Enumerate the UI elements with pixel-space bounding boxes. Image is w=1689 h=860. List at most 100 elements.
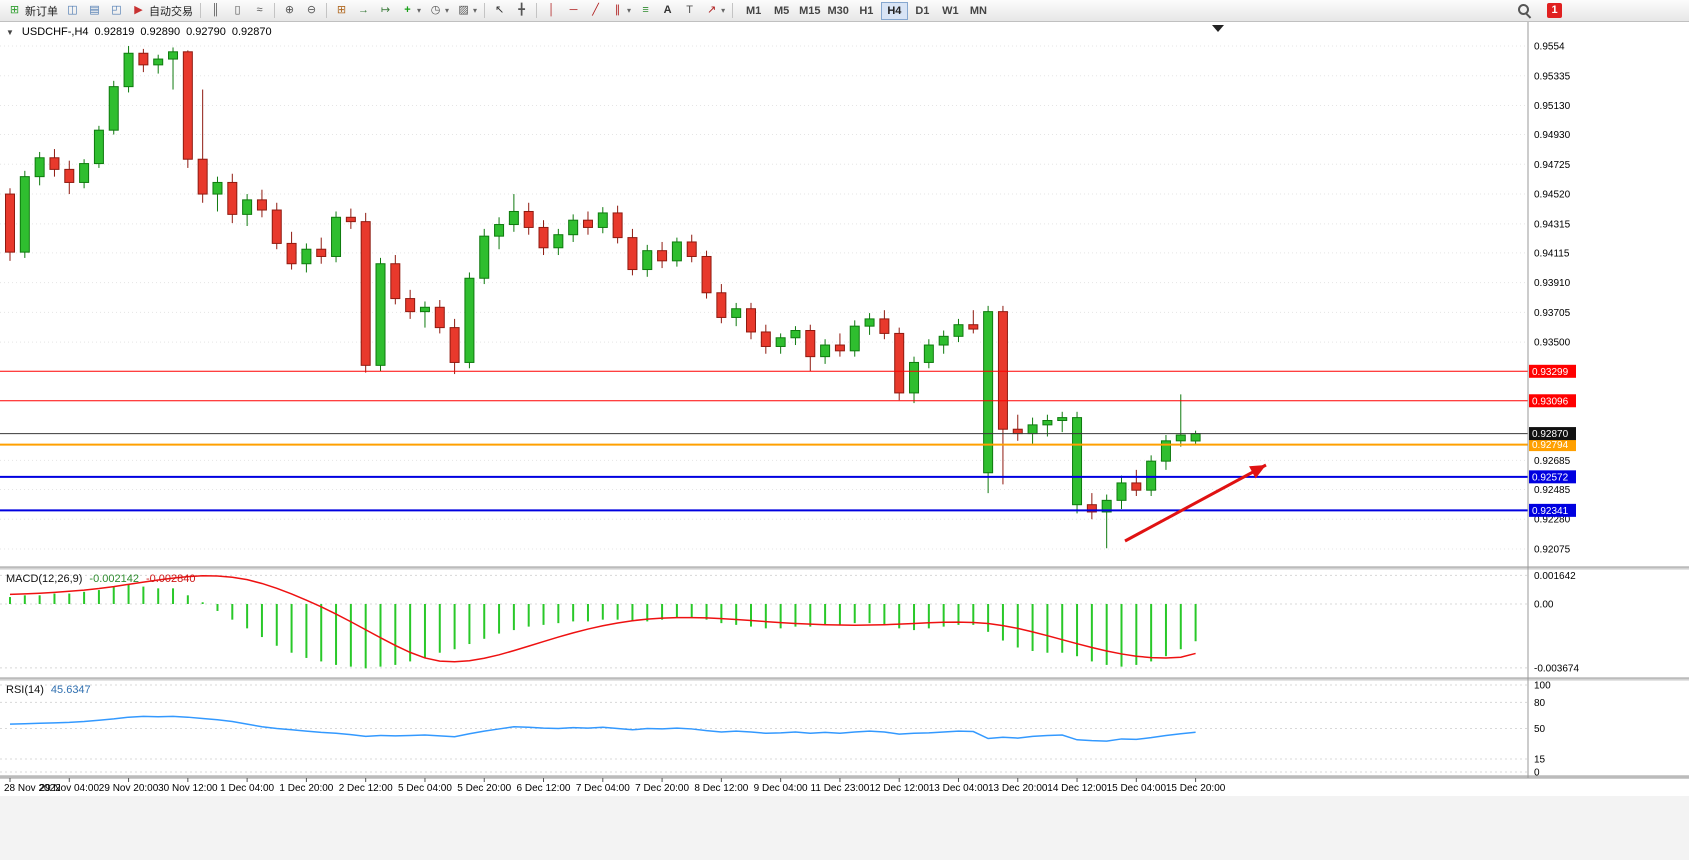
svg-text:5 Dec 04:00: 5 Dec 04:00 xyxy=(398,783,452,794)
svg-text:0.001642: 0.001642 xyxy=(1534,571,1576,582)
chart-title: ▼ USDCHF-,H4 0.92819 0.92890 0.92790 0.9… xyxy=(6,26,272,38)
horizontal-line-icon: ─ xyxy=(569,4,578,16)
timeframe-m15-button[interactable]: M15 xyxy=(799,4,821,17)
timeframe-h1-button[interactable]: H1 xyxy=(859,4,874,17)
svg-text:6 Dec 12:00: 6 Dec 12:00 xyxy=(517,783,571,794)
svg-text:0.95335: 0.95335 xyxy=(1534,71,1571,82)
new-order-button[interactable]: ⊞ 新订单 xyxy=(4,2,61,20)
timeframe-mn-button[interactable]: MN xyxy=(969,4,987,17)
svg-text:0: 0 xyxy=(1534,768,1540,779)
search-icon[interactable] xyxy=(1516,2,1532,18)
arrow-icon: ↗ xyxy=(706,4,717,16)
ohlc-low: 0.92790 xyxy=(186,26,226,38)
macd-name-label: MACD(12,26,9) xyxy=(6,573,83,585)
svg-text:9 Dec 04:00: 9 Dec 04:00 xyxy=(754,783,808,794)
toolbar-buttons: ⊞ 新订单 ◫ ▤ ◰ ▶ 自动交易 ║ ▯ ≈ ⊕ ⊖ ⊞ → ↦ + ▾ ◷ ▾ ▨ ▾ ↖ ╋ │ ─ ╱ ∥ ▾ ≡ A T ↗ ▾ xyxy=(4,2,736,20)
toolbar: ⊞ 新订单 ◫ ▤ ◰ ▶ 自动交易 ║ ▯ ≈ ⊕ ⊖ ⊞ → ↦ + ▾ ◷ ▾ ▨ ▾ ↖ ╋ │ ─ ╱ ∥ ▾ ≡ A T ↗ ▾ M… xyxy=(0,0,1689,22)
fibonacci-button[interactable]: ≡ xyxy=(635,2,656,20)
horizontal-line-button[interactable]: ─ xyxy=(563,2,584,20)
svg-text:29 Nov 04:00: 29 Nov 04:00 xyxy=(40,783,100,794)
arrows-button[interactable]: ↗ ▾ xyxy=(701,2,728,20)
chart-shift-button[interactable]: ↦ xyxy=(375,2,396,20)
vertical-line-button[interactable]: │ xyxy=(541,2,562,20)
toolbar-right: 1 xyxy=(1516,2,1562,18)
svg-text:0.93096: 0.93096 xyxy=(1532,396,1569,407)
svg-text:0.94115: 0.94115 xyxy=(1534,248,1570,259)
line-chart-button[interactable]: ≈ xyxy=(249,2,270,20)
templates-button[interactable]: ▨ ▾ xyxy=(453,2,480,20)
timeframe-h4-button[interactable]: H4 xyxy=(880,1,908,20)
tile-windows-button[interactable]: ⊞ xyxy=(331,2,352,20)
svg-text:15 Dec 04:00: 15 Dec 04:00 xyxy=(1107,783,1167,794)
cursor-button[interactable]: ↖ xyxy=(489,2,510,20)
svg-text:-0.003674: -0.003674 xyxy=(1534,663,1579,674)
rsi-pane-label: RSI(14) 45.6347 xyxy=(6,684,91,696)
zoom-out-button[interactable]: ⊖ xyxy=(301,2,322,20)
svg-text:100: 100 xyxy=(1534,681,1551,692)
pane-divider[interactable] xyxy=(0,775,1689,779)
terminal-button[interactable]: ◰ xyxy=(106,2,127,20)
indicators-button[interactable]: + ▾ xyxy=(397,2,424,20)
timeframe-m5-button[interactable]: M5 xyxy=(773,4,790,17)
trendline-button[interactable]: ╱ xyxy=(585,2,606,20)
svg-text:30 Nov 12:00: 30 Nov 12:00 xyxy=(158,783,218,794)
svg-text:13 Dec 20:00: 13 Dec 20:00 xyxy=(988,783,1048,794)
market-watch-icon: ◫ xyxy=(67,4,78,16)
chart-canvas[interactable]: 0.9554 0.95335 0.95130 0.94930 0.94725 0.9452… xyxy=(0,22,1689,860)
macd-value: -0.002142 xyxy=(89,573,139,585)
svg-text:0.92341: 0.92341 xyxy=(1532,506,1569,517)
terminal-icon: ◰ xyxy=(111,4,122,16)
auto-trading-button[interactable]: ▶ 自动交易 xyxy=(128,2,196,20)
svg-text:8 Dec 12:00: 8 Dec 12:00 xyxy=(694,783,748,794)
svg-text:0.92485: 0.92485 xyxy=(1534,485,1571,496)
timeframe-m30-button[interactable]: M30 xyxy=(827,4,849,17)
toolbar-separator xyxy=(484,3,486,18)
zoom-out-icon: ⊖ xyxy=(306,4,317,16)
candlestick-chart-button[interactable]: ▯ xyxy=(227,2,248,20)
svg-text:0.93500: 0.93500 xyxy=(1534,338,1571,349)
crosshair-icon: ╋ xyxy=(518,4,525,16)
templates-icon: ▨ xyxy=(458,4,469,16)
auto-scroll-button[interactable]: → xyxy=(353,2,374,20)
notification-badge[interactable]: 1 xyxy=(1547,2,1562,18)
svg-text:80: 80 xyxy=(1534,698,1546,709)
svg-text:0.92685: 0.92685 xyxy=(1534,456,1571,467)
chart-window: 0.9554 0.95335 0.95130 0.94930 0.94725 0.9452… xyxy=(0,22,1689,860)
ohlc-open: 0.92819 xyxy=(94,26,135,38)
toolbar-separator xyxy=(732,3,734,18)
toolbar-separator xyxy=(200,3,201,18)
svg-text:0.92794: 0.92794 xyxy=(1532,440,1569,451)
rsi-value: 45.6347 xyxy=(50,684,91,696)
timeframe-m1-button[interactable]: M1 xyxy=(745,4,762,17)
svg-text:12 Dec 12:00: 12 Dec 12:00 xyxy=(869,783,929,794)
text-label-icon: T xyxy=(686,4,693,16)
svg-text:1 Dec 20:00: 1 Dec 20:00 xyxy=(279,783,333,794)
navigator-button[interactable]: ▤ xyxy=(84,2,105,20)
svg-text:0.93705: 0.93705 xyxy=(1534,308,1571,319)
timeframe-w1-button[interactable]: W1 xyxy=(942,4,959,17)
equidistant-channel-button[interactable]: ∥ ▾ xyxy=(607,2,634,20)
timeframe-d1-button[interactable]: D1 xyxy=(915,4,930,17)
chart-shift-marker-icon xyxy=(1212,25,1224,32)
svg-text:0.92075: 0.92075 xyxy=(1534,544,1571,555)
zoom-in-button[interactable]: ⊕ xyxy=(279,2,300,20)
periods-button[interactable]: ◷ ▾ xyxy=(425,2,452,20)
dropdown-caret-icon: ▾ xyxy=(721,6,726,15)
pane-divider[interactable] xyxy=(0,677,1689,681)
vertical-line-icon: │ xyxy=(548,4,555,16)
svg-text:11 Dec 23:00: 11 Dec 23:00 xyxy=(811,783,870,794)
dropdown-caret-icon: ▾ xyxy=(473,6,478,15)
pane-divider[interactable] xyxy=(0,566,1689,570)
one-click-trading-toggle[interactable]: ▼ xyxy=(6,27,14,37)
ohlc-high: 0.92890 xyxy=(140,26,181,38)
bar-chart-button[interactable]: ║ xyxy=(205,2,226,20)
symbol-period-label: USDCHF-,H4 xyxy=(21,26,89,38)
crosshair-button[interactable]: ╋ xyxy=(511,2,532,20)
timeframe-toolbar: M1 M5 M15 M30 H1 H4 D1 W1 MN xyxy=(740,1,992,20)
svg-text:0.9554: 0.9554 xyxy=(1534,41,1565,52)
market-watch-button[interactable]: ◫ xyxy=(62,2,83,20)
text-button[interactable]: A xyxy=(657,2,678,20)
cursor-icon: ↖ xyxy=(494,4,505,16)
text-label-button[interactable]: T xyxy=(679,2,700,20)
ohlc-close: 0.92870 xyxy=(231,26,272,38)
